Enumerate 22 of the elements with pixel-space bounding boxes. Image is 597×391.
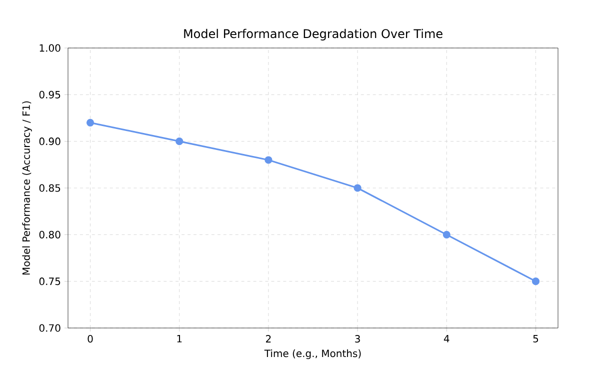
x-tick-label: 2 bbox=[266, 335, 271, 342]
x-tick-label: 1 bbox=[177, 335, 182, 342]
point bbox=[264, 156, 272, 164]
x-tick-label: 0 bbox=[88, 335, 93, 343]
y-tick-label: 0.75 bbox=[39, 278, 60, 286]
x-tick-label: 3 bbox=[355, 335, 360, 343]
y-tick-label: 0.80 bbox=[39, 230, 60, 238]
x-tick-label: 5 bbox=[533, 335, 538, 342]
chart-title: Model Performance Degradation Over Time bbox=[184, 28, 442, 41]
y-tick-label: 0.95 bbox=[39, 90, 60, 98]
y-tick-label: 0.90 bbox=[39, 138, 60, 146]
point bbox=[176, 138, 184, 146]
point bbox=[442, 230, 450, 238]
y-tick-label: 1.00 bbox=[40, 44, 60, 52]
y-axis-title: Model Performance (Accuracy / F1) bbox=[22, 101, 32, 275]
x-tick-label: 4 bbox=[444, 335, 450, 342]
point bbox=[532, 278, 540, 286]
y-tick-label: 0.70 bbox=[39, 324, 60, 332]
point bbox=[86, 118, 94, 126]
y-tick-label: 0.85 bbox=[39, 184, 60, 192]
x-axis-title: Time (e.g., Months) bbox=[264, 349, 361, 360]
point bbox=[354, 184, 362, 192]
